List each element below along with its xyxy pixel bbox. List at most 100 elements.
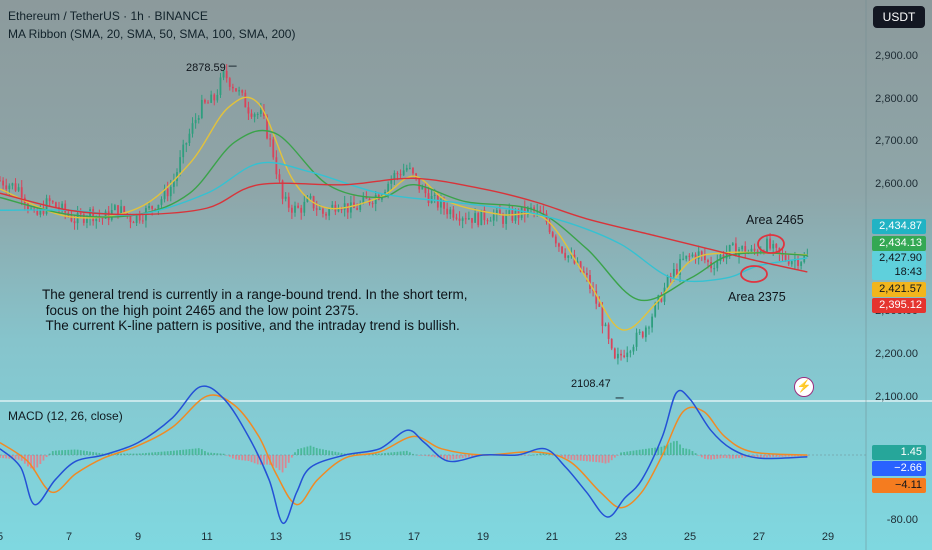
macd-histogram-bar bbox=[325, 449, 327, 455]
candle-body bbox=[458, 218, 461, 221]
macd-histogram-bar bbox=[564, 455, 567, 459]
time-tick-label: 5 bbox=[0, 531, 3, 543]
lightning-icon[interactable]: ⚡ bbox=[794, 377, 814, 397]
macd-histogram-bar bbox=[231, 455, 234, 459]
macd-histogram-bar bbox=[163, 451, 166, 455]
candle-body bbox=[610, 338, 613, 349]
candle-body bbox=[154, 208, 157, 211]
candle-body bbox=[495, 210, 498, 215]
macd-histogram-bar bbox=[651, 448, 653, 455]
candle-body bbox=[138, 214, 141, 221]
macd-histogram-bar bbox=[129, 453, 132, 455]
candle-body bbox=[620, 353, 622, 356]
candle-body bbox=[107, 211, 110, 220]
time-tick-label: 25 bbox=[683, 531, 697, 543]
candle-body bbox=[533, 207, 535, 212]
candle-body bbox=[564, 252, 567, 258]
annotation-line: focus on the high point 2465 and the low… bbox=[42, 302, 359, 318]
macd-legend[interactable]: MACD (12, 26, close) bbox=[8, 409, 123, 423]
macd-histogram-bar bbox=[772, 455, 775, 458]
candle-body bbox=[393, 173, 396, 180]
candle-body bbox=[2, 180, 5, 186]
macd-histogram-bar bbox=[371, 453, 374, 455]
candle-body bbox=[418, 177, 421, 190]
macd-histogram-bar bbox=[384, 453, 386, 455]
candle-body bbox=[213, 94, 216, 101]
candle-body bbox=[797, 258, 799, 266]
macd-histogram-bar bbox=[679, 444, 681, 455]
macd-histogram-bar bbox=[82, 450, 85, 455]
macd-histogram-bar bbox=[424, 455, 427, 456]
macd-histogram-bar bbox=[39, 455, 42, 464]
candle-body bbox=[585, 272, 588, 276]
candle-body bbox=[551, 232, 554, 237]
macd-histogram-bar bbox=[536, 454, 539, 455]
macd-histogram-bar bbox=[76, 449, 79, 455]
macd-histogram-bar bbox=[210, 452, 213, 455]
candle-body bbox=[241, 90, 244, 93]
candle-body bbox=[266, 115, 268, 139]
candle-body bbox=[567, 255, 570, 258]
macd-histogram-bar bbox=[5, 455, 8, 459]
annotation-line: The general trend is currently in a rang… bbox=[42, 287, 468, 302]
candle-body bbox=[17, 187, 20, 191]
macd-histogram-bar bbox=[120, 453, 123, 455]
macd-histogram-bar bbox=[784, 455, 787, 457]
macd-histogram-bar bbox=[17, 455, 20, 460]
macd-histogram-bar bbox=[250, 455, 253, 463]
price-tag: 2,434.87 bbox=[872, 219, 926, 234]
candle-body bbox=[526, 207, 529, 215]
low-label: 2108.47 bbox=[571, 378, 611, 390]
macd-histogram-bar bbox=[449, 455, 452, 460]
candle-body bbox=[744, 246, 747, 254]
area-2465-label: Area 2465 bbox=[746, 213, 804, 227]
candle-body bbox=[660, 295, 663, 302]
macd-histogram-bar bbox=[284, 455, 287, 469]
macd-histogram-bar bbox=[455, 455, 458, 459]
macd-histogram-bar bbox=[421, 455, 424, 456]
macd-histogram-bar bbox=[95, 452, 98, 455]
price-tag: 2,427.90 bbox=[872, 251, 926, 266]
candle-body bbox=[464, 218, 467, 220]
candle-body bbox=[781, 254, 784, 256]
candle-body bbox=[427, 193, 430, 203]
macd-histogram-bar bbox=[610, 455, 613, 461]
macd-histogram-bar bbox=[436, 455, 439, 458]
currency-button[interactable]: USDT bbox=[873, 6, 925, 28]
candle-body bbox=[604, 324, 607, 326]
candle-body bbox=[402, 170, 405, 176]
indicator-legend[interactable]: MA Ribbon (SMA, 20, SMA, 50, SMA, 100, S… bbox=[8, 27, 296, 41]
candle-body bbox=[676, 269, 678, 275]
candle-body bbox=[39, 207, 42, 215]
macd-histogram-bar bbox=[107, 453, 110, 455]
macd-histogram-bar bbox=[707, 455, 709, 460]
macd-histogram-bar bbox=[132, 453, 135, 455]
candle-body bbox=[371, 203, 374, 205]
macd-histogram-bar bbox=[176, 450, 178, 455]
candle-body bbox=[598, 303, 601, 307]
macd-histogram-bar bbox=[328, 450, 331, 455]
macd-signal-line bbox=[0, 394, 808, 509]
macd-histogram-bar bbox=[735, 455, 737, 459]
candle-body bbox=[449, 209, 452, 215]
time-tick-label: 15 bbox=[338, 531, 352, 543]
macd-histogram-bar bbox=[303, 447, 306, 455]
price-tick-label: 2,700.00 bbox=[875, 135, 918, 148]
time-tick-label: 23 bbox=[614, 531, 628, 543]
candle-body bbox=[424, 186, 427, 194]
symbol-title[interactable]: Ethereum / TetherUS · 1h · BINANCE bbox=[8, 9, 208, 23]
candle-body bbox=[27, 203, 29, 210]
macd-histogram-bar bbox=[238, 455, 240, 460]
macd-histogram-bar bbox=[781, 455, 784, 457]
macd-histogram-bar bbox=[750, 455, 753, 457]
macd-histogram-bar bbox=[337, 452, 340, 455]
candle-body bbox=[455, 217, 458, 219]
candle-body bbox=[489, 220, 492, 222]
candle-body bbox=[766, 238, 768, 253]
macd-histogram-bar bbox=[278, 455, 281, 471]
candle-body bbox=[523, 206, 526, 215]
candle-body bbox=[300, 207, 303, 213]
candle-body bbox=[579, 261, 582, 272]
